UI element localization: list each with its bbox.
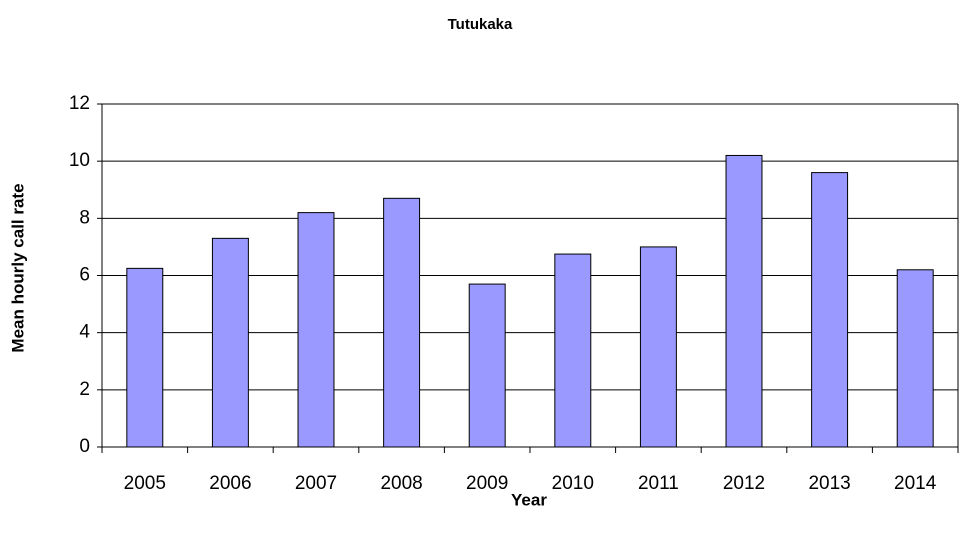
y-tick-label: 10: [69, 150, 90, 171]
chart-title: Tutukaka: [448, 16, 513, 33]
y-tick-label: 8: [79, 207, 90, 228]
x-tick-label: 2010: [552, 473, 594, 494]
y-tick-label: 0: [79, 436, 90, 457]
bar: [211, 237, 249, 448]
x-tick-label: 2007: [295, 473, 337, 494]
bar: [639, 246, 677, 448]
bar: [468, 283, 506, 448]
bar: [297, 212, 335, 448]
bar: [126, 267, 164, 448]
x-tick-label: 2006: [209, 473, 251, 494]
x-tick-label: 2011: [638, 473, 679, 494]
bar: [725, 154, 763, 448]
bar: [383, 197, 421, 448]
y-tick-label: 12: [69, 93, 90, 114]
bar: [554, 253, 592, 448]
x-tick-label: 2008: [380, 473, 422, 494]
bar: [811, 172, 849, 448]
x-tick-label: 2005: [124, 473, 166, 494]
y-tick-label: 4: [79, 322, 90, 343]
x-axis-title: Year: [511, 490, 547, 509]
x-tick-label: 2009: [466, 473, 508, 494]
x-tick-label: 2013: [808, 473, 850, 494]
y-tick-label: 6: [79, 265, 90, 286]
bar: [896, 269, 934, 448]
y-axis-title: Mean hourly call rate: [8, 183, 27, 352]
y-tick-label: 2: [79, 379, 90, 400]
x-tick-label: 2014: [894, 473, 937, 494]
x-tick-label: 2012: [723, 473, 765, 494]
